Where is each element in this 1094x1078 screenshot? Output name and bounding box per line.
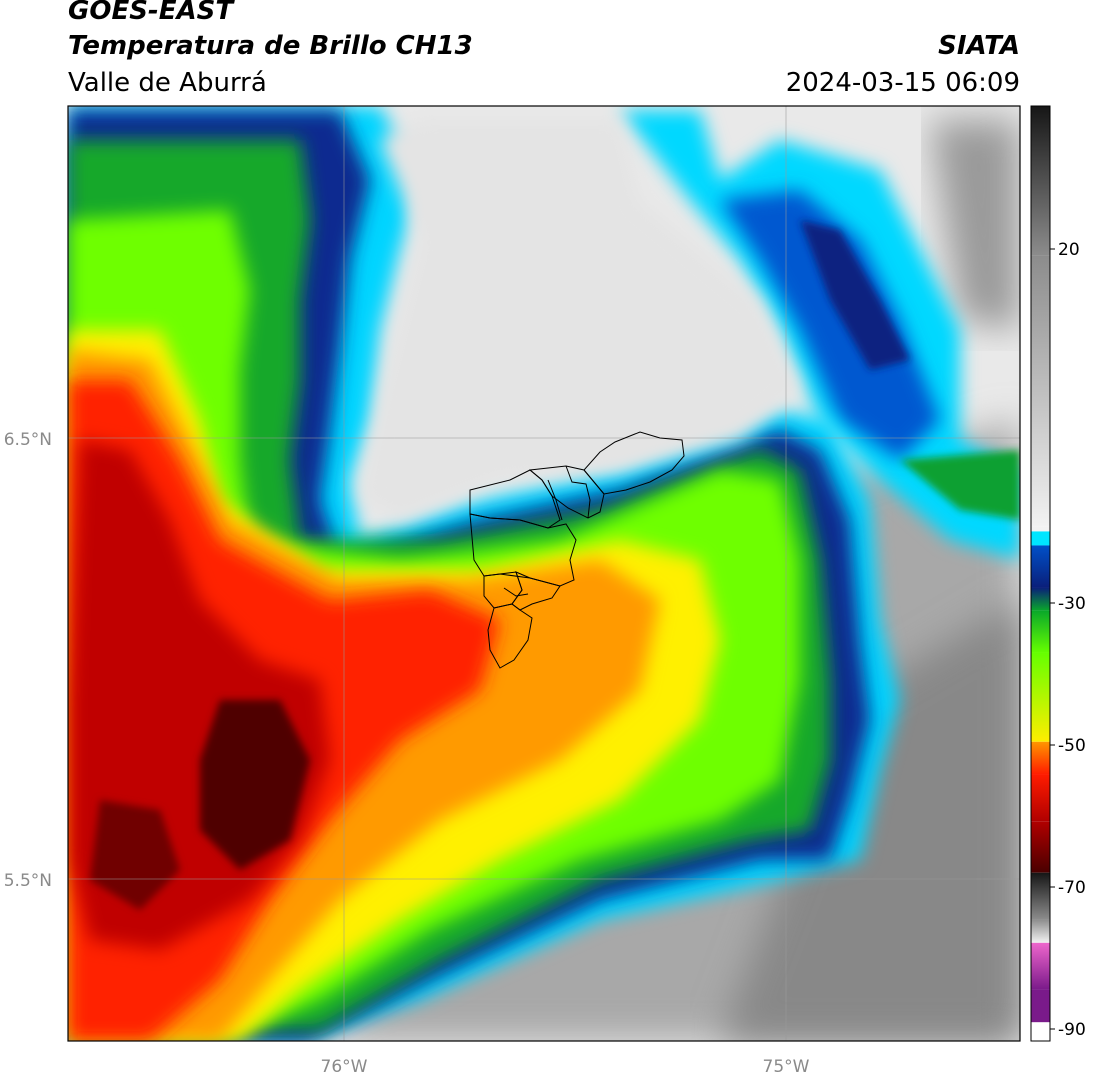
satellite-title: GOES-EAST	[68, 0, 234, 26]
timestamp-label: 2024-03-15 06:09	[785, 68, 1020, 98]
colorbar-band	[1031, 919, 1050, 943]
colorbar-band	[1031, 774, 1050, 822]
warm-surface-northeast	[930, 120, 1020, 330]
colorbar-band	[1031, 531, 1050, 546]
clear-sky-notch	[360, 120, 800, 520]
colorbar-band	[1031, 741, 1050, 775]
colorbar-band	[1031, 821, 1050, 873]
colorbar: 20 -30 -50 -70 -90	[1030, 105, 1086, 1042]
colorbar-band	[1031, 255, 1050, 527]
colorbar-band	[1031, 942, 1050, 990]
colorbar-band	[1031, 106, 1050, 256]
boundary-medellin-east	[511, 571, 561, 611]
warm-surface-dark	[720, 600, 1020, 1041]
region-label: Valle de Aburrá	[68, 68, 267, 98]
map-frame	[67, 105, 1021, 1042]
colorbar-tick-label: -30	[1058, 594, 1086, 614]
boundary-south	[487, 603, 533, 669]
graticule	[68, 106, 1020, 1041]
lat-tick-label-5-5: 5.5°N	[4, 871, 52, 891]
brand-label: SIATA	[938, 31, 1020, 61]
colorbar-frame	[1030, 105, 1051, 1042]
colorbar-band	[1031, 1022, 1050, 1041]
boundary-internal-c	[503, 587, 529, 597]
colorbar-tick-label: -90	[1058, 1020, 1086, 1040]
colorbar-band	[1031, 526, 1050, 532]
colorbar-band	[1031, 610, 1050, 653]
municipal-boundaries	[469, 431, 685, 669]
northeast-cloud-band	[620, 110, 1020, 560]
boundary-internal-b	[547, 479, 563, 521]
colorbar-band	[1031, 989, 1050, 1023]
colorbar-band	[1031, 652, 1050, 742]
convective-cloud-system	[68, 106, 900, 1041]
colorbar-tick-label: -70	[1058, 878, 1086, 898]
colorbar-band	[1031, 587, 1050, 611]
product-title: Temperatura de Brillo CH13	[68, 31, 473, 61]
lon-tick-label-76w: 76°W	[321, 1057, 368, 1077]
colorbar-band	[1031, 545, 1050, 588]
lat-tick-label-6-5: 6.5°N	[4, 430, 52, 450]
colorbar-tick-label: -50	[1058, 736, 1086, 756]
colorbar-tick-label: 20	[1058, 240, 1080, 260]
boundary-north-east	[583, 431, 685, 495]
boundary-internal-a	[565, 465, 591, 519]
brightness-temperature-field	[68, 106, 1020, 1041]
lon-tick-label-75w: 75°W	[763, 1057, 810, 1077]
colorbar-band	[1031, 872, 1050, 920]
